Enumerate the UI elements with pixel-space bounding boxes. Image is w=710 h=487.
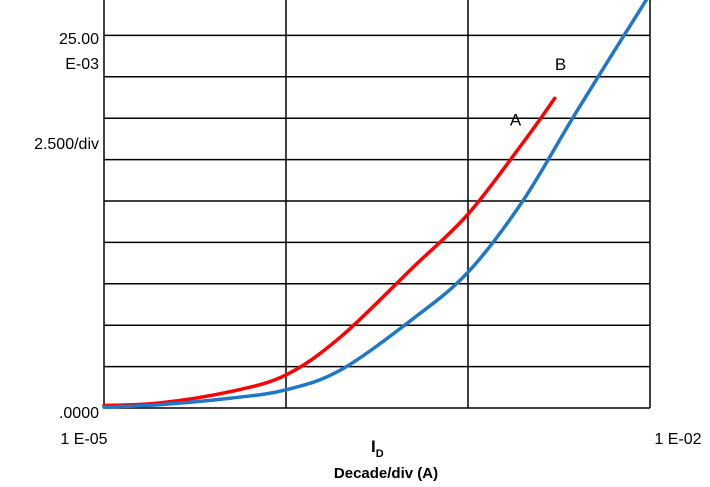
series-b-label: B	[555, 55, 566, 74]
x-left-label: 1 E-05	[60, 431, 107, 448]
y-bottom-label: .0000	[59, 405, 99, 422]
y-top-label: 25.00	[59, 31, 99, 48]
y-division-label: 2.500/div	[34, 136, 99, 153]
y-multiplier-label: E-03	[65, 56, 99, 73]
chart-grid	[103, 0, 651, 409]
x-axis-symbol: ID	[371, 437, 384, 460]
x-axis-unit-label: Decade/div (A)	[334, 465, 438, 482]
series-b-line	[102, 0, 649, 409]
chart-series: AB	[102, 0, 649, 409]
series-a-label: A	[510, 110, 522, 129]
series-a-line	[102, 96, 557, 408]
x-right-label: 1 E-02	[654, 431, 701, 448]
